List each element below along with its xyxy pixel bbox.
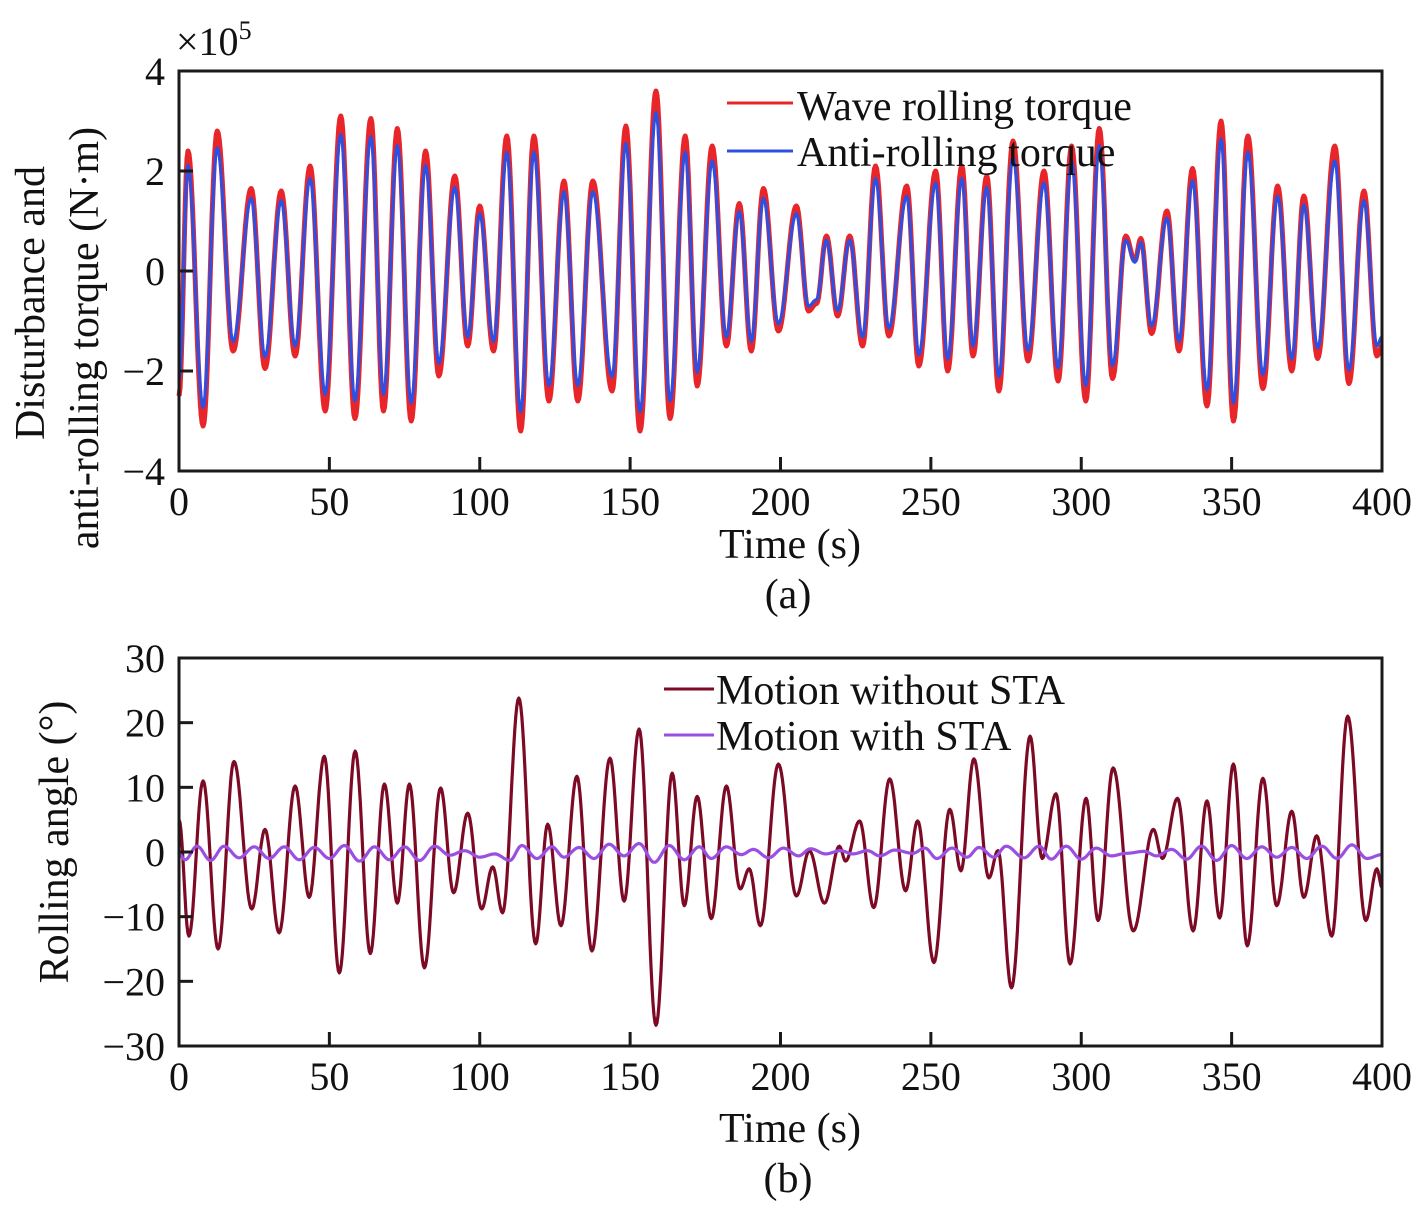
y-multiplier-base: ×10: [176, 19, 239, 64]
panel-b-plot-lines: [177, 696, 1384, 1027]
a-x-tick-label: 350: [1202, 479, 1262, 524]
b-x-tick-label: 50: [309, 1054, 349, 1099]
b-y-tick-label: −30: [102, 1024, 165, 1069]
a-x-tick-label: 100: [450, 479, 510, 524]
b-y-tick-label: 20: [125, 701, 165, 746]
panel-a-y-axis-title-line2: anti-rolling torque (N·m): [62, 127, 108, 549]
a-x-tick-label: 300: [1051, 479, 1111, 524]
panel-a-plot-lines: [176, 88, 1384, 434]
b-x-tick-label: 200: [751, 1054, 811, 1099]
b-x-tick-label: 0: [169, 1054, 189, 1099]
panel-a-legend: Wave rolling torque Anti-rolling torque: [727, 84, 1132, 176]
legend-label-motion-without-sta: Motion without STA: [716, 668, 1066, 714]
panel-a-label: (a): [765, 572, 812, 618]
b-y-tick-label: −10: [102, 895, 165, 940]
a-y-tick-label: 0: [145, 249, 165, 294]
b-y-tick-label: 30: [125, 636, 165, 681]
a-x-tick-label: 200: [751, 479, 811, 524]
panel-a-y-multiplier: ×105: [176, 16, 252, 64]
panel-b-legend: Motion without STA Motion with STA: [664, 668, 1066, 760]
b-x-tick-label: 350: [1202, 1054, 1262, 1099]
a-x-tick-label: 150: [600, 479, 660, 524]
panel-a-y-axis-title-line1: Disturbance and: [8, 166, 54, 440]
a-x-tick-label: 250: [901, 479, 961, 524]
panel-b-x-axis-title: Time (s): [719, 1106, 861, 1152]
series-line-motion-with-sta: [178, 842, 1383, 864]
panel-a-x-axis-title: Time (s): [719, 522, 861, 568]
b-y-tick-label: 10: [125, 765, 165, 810]
a-y-tick-label: 2: [145, 149, 165, 194]
series-line-anti-rolling-torque: [177, 111, 1383, 414]
panel-a-torque-chart: 0 50 100 150 200 250 300 350 400 −4 −2 0 2 4 ×105 Dis…: [8, 16, 1412, 618]
b-x-tick-label: 250: [901, 1054, 961, 1099]
a-y-tick-label: 4: [145, 49, 165, 94]
series-line-motion-without-sta: [177, 696, 1384, 1027]
b-y-tick-label: −20: [102, 959, 165, 1004]
panel-b-ticks: 0 50 100 150 200 250 300 350 400 −30 −20 −10 0 10 20 30: [102, 636, 1412, 1099]
legend-label-motion-with-sta: Motion with STA: [716, 714, 1012, 760]
b-x-tick-label: 100: [450, 1054, 510, 1099]
legend-label-wave-rolling-torque: Wave rolling torque: [797, 84, 1132, 130]
a-y-tick-label: −4: [122, 449, 165, 494]
panel-b-y-axis-title: Rolling angle (°): [32, 701, 78, 984]
b-y-tick-label: 0: [145, 830, 165, 875]
a-x-tick-label: 400: [1352, 479, 1412, 524]
a-x-tick-label: 50: [309, 479, 349, 524]
panel-b-rolling-angle-chart: 0 50 100 150 200 250 300 350 400 −30 −20 −10 0 10 20 30…: [32, 636, 1412, 1202]
b-x-tick-label: 300: [1051, 1054, 1111, 1099]
b-x-tick-label: 150: [600, 1054, 660, 1099]
y-multiplier-exponent: 5: [239, 16, 252, 45]
panel-a-ticks: 0 50 100 150 200 250 300 350 400 −4 −2 0 2 4: [122, 49, 1412, 524]
legend-label-anti-rolling-torque: Anti-rolling torque: [797, 130, 1115, 176]
a-x-tick-label: 0: [169, 479, 189, 524]
b-x-tick-label: 400: [1352, 1054, 1412, 1099]
a-y-tick-label: −2: [122, 349, 165, 394]
series-line-wave-rolling-torque: [176, 88, 1384, 434]
panel-b-label: (b): [764, 1156, 813, 1202]
